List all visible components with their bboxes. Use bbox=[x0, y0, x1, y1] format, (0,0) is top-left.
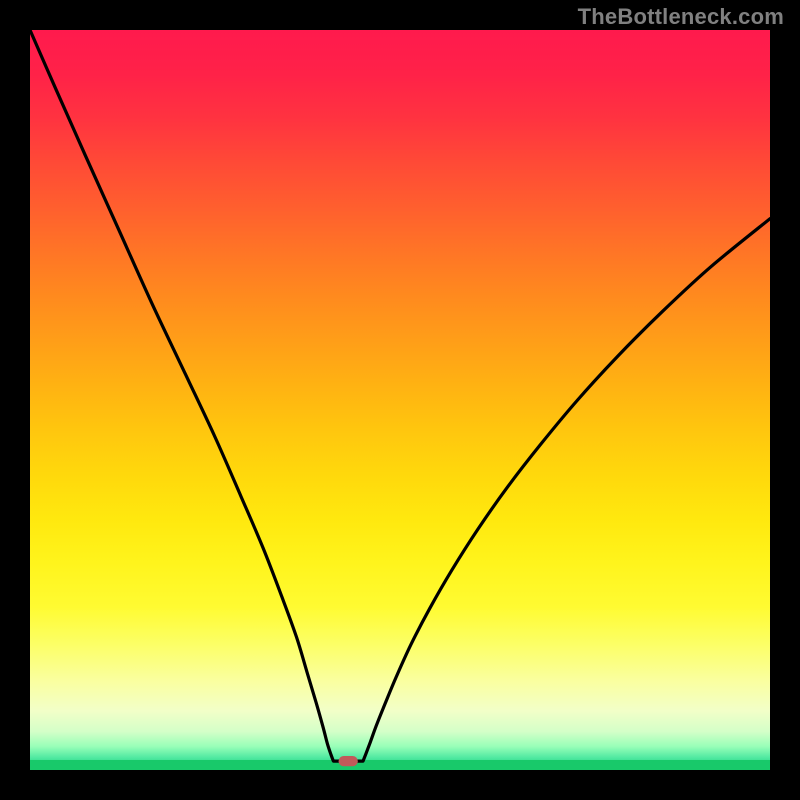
bottleneck-chart bbox=[0, 0, 800, 800]
bottom-green-band bbox=[30, 760, 770, 770]
optimal-point-marker bbox=[339, 756, 358, 766]
plot-background-gradient bbox=[30, 30, 770, 770]
watermark: TheBottleneck.com bbox=[578, 4, 784, 30]
